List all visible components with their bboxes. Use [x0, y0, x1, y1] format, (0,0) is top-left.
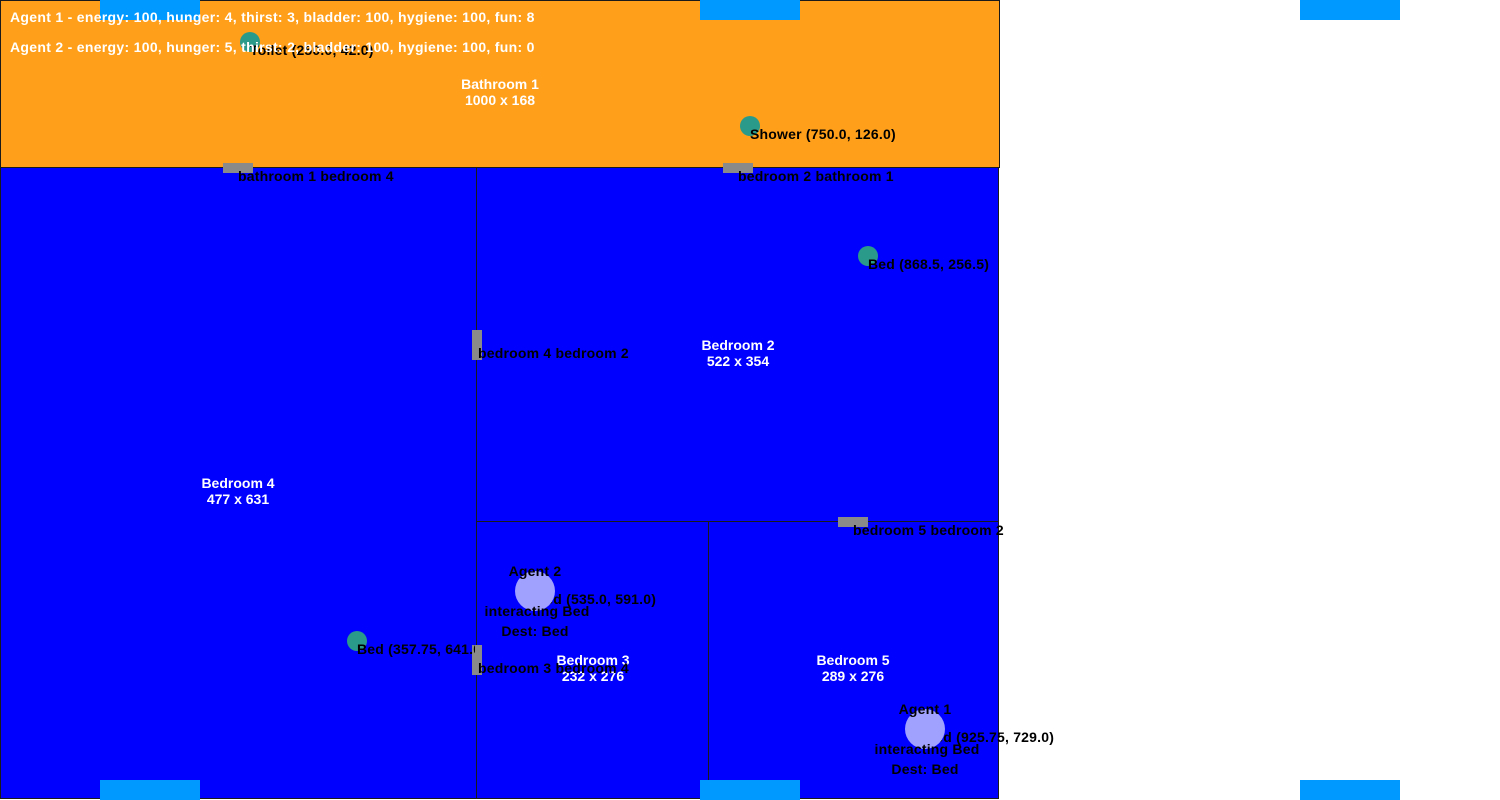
toilet-object: [240, 32, 260, 52]
room-label-bedroom-5: Bedroom 5 289 x 276: [816, 652, 889, 684]
door-bedroom5-bedroom2: [838, 517, 868, 527]
room-label-bedroom-4: Bedroom 4 477 x 631: [201, 475, 274, 507]
agent-2-name: Agent 2: [508, 563, 562, 579]
room-bathroom-1: [0, 0, 1000, 168]
room-size: 477 x 631: [206, 491, 270, 507]
bed-label: Bed (868.5, 256.5): [868, 256, 990, 272]
door-label: bathroom 1 bedroom 4: [238, 168, 394, 184]
agent-2-avatar: [515, 571, 555, 611]
door-bathroom1-bedroom4: [223, 163, 253, 173]
bed-label: Bed (925.75, 729.0): [925, 729, 1055, 745]
room-bedroom-4: [0, 167, 478, 799]
room-bedroom-5: [708, 521, 999, 799]
room-name: Bedroom 5: [816, 652, 890, 668]
room-size: 289 x 276: [821, 668, 885, 684]
room-label-bathroom-1: Bathroom 1 1000 x 168: [461, 76, 539, 108]
window: [1300, 780, 1400, 800]
room-bedroom-3: [476, 521, 710, 799]
agent-2-status: interacting Bed: [484, 603, 590, 619]
room-label-bedroom-2: Bedroom 2 522 x 354: [701, 337, 774, 369]
toilet-label: Toilet (250.0, 42.0): [250, 42, 374, 58]
agent-1-name: Agent 1: [898, 701, 952, 717]
agent-2-destination: Dest: Bed: [501, 623, 569, 639]
agent-1-avatar: [905, 709, 945, 749]
bed-label: Bed (357.75, 641.0): [357, 641, 475, 657]
door-label: bedroom 3 bedroom 4: [478, 660, 629, 676]
agent-1-needs-status: Agent 1 - energy: 100, hunger: 4, thirst…: [10, 9, 535, 25]
room-name: Bathroom 1: [461, 76, 539, 92]
room-size: 522 x 354: [706, 353, 770, 369]
bed-label: Bed (535.0, 591.0): [535, 591, 657, 607]
room-name: Bedroom 3: [556, 652, 630, 668]
door-label: bedroom 4 bedroom 2: [478, 345, 629, 361]
room-label-bedroom-3: Bedroom 3 232 x 276: [556, 652, 629, 684]
bed-object: [347, 631, 367, 651]
window: [700, 0, 800, 20]
window: [1300, 0, 1400, 20]
room-name: Bedroom 2: [701, 337, 775, 353]
door-label: bedroom 2 bathroom 1: [738, 168, 894, 184]
window: [700, 780, 800, 800]
door-bedroom3-bedroom4: [472, 645, 482, 675]
window: [100, 780, 200, 800]
shower-label: Shower (750.0, 126.0): [750, 126, 896, 142]
agent-1-destination: Dest: Bed: [891, 761, 959, 777]
room-size: 232 x 276: [561, 668, 625, 684]
room-size: 1000 x 168: [464, 92, 536, 108]
door-bedroom4-bedroom2: [472, 330, 482, 360]
door-label: bedroom 5 bedroom 2: [853, 522, 1004, 538]
door-bedroom2-bathroom1: [723, 163, 753, 173]
window: [100, 0, 200, 20]
agent-2-needs-status: Agent 2 - energy: 100, hunger: 5, thirst…: [10, 39, 535, 55]
agent-1-status: interacting Bed: [874, 741, 980, 757]
bed-object: [858, 246, 878, 266]
shower-object: [740, 116, 760, 136]
room-name: Bedroom 4: [201, 475, 275, 491]
